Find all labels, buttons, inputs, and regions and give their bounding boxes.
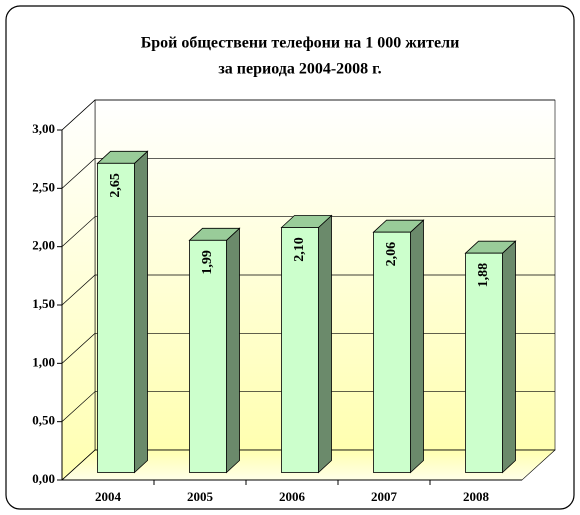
- bar: [188, 227, 241, 474]
- bar-front: [465, 252, 503, 473]
- bar-side: [226, 227, 240, 474]
- x-tick-label: 2006: [279, 489, 306, 504]
- grid-line: [61, 157, 555, 189]
- y-tick-label: 1,50: [32, 296, 55, 311]
- bar: [96, 150, 149, 474]
- bar: [464, 240, 517, 474]
- bar-side: [410, 219, 424, 474]
- x-tick-label: 2005: [187, 489, 214, 504]
- y-tick-label: 1,00: [32, 354, 55, 369]
- bar-front: [189, 239, 227, 473]
- bar: [280, 214, 333, 474]
- y-tick-label: 0,00: [32, 471, 55, 486]
- y-tick-label: 3,00: [32, 121, 55, 136]
- x-tick-label: 2004: [95, 489, 122, 504]
- value-label: 1,99: [200, 250, 215, 275]
- y-tick-label: 2,50: [32, 179, 55, 194]
- chart-title: Брой обществени телефони на 1 000 жители: [141, 35, 460, 52]
- bar-side: [134, 150, 148, 474]
- y-tick-label: 0,50: [32, 413, 55, 428]
- bar-side: [502, 240, 516, 474]
- bar-front: [281, 227, 319, 473]
- bar-front: [373, 231, 411, 473]
- value-label: 1,88: [476, 263, 491, 288]
- grid-line: [61, 216, 555, 247]
- grid-line: [61, 99, 555, 131]
- value-label: 2,10: [292, 237, 307, 262]
- x-tick-label: 2007: [371, 489, 398, 504]
- chart-subtitle: за периода 2004-2008 г.: [218, 61, 381, 78]
- value-label: 2,06: [384, 242, 399, 267]
- x-tick-label: 2008: [463, 489, 490, 504]
- bar-side: [318, 214, 332, 474]
- value-label: 2,65: [108, 173, 123, 198]
- bar-front: [97, 162, 135, 473]
- bar: [372, 219, 425, 474]
- y-tick-label: 2,00: [32, 238, 55, 253]
